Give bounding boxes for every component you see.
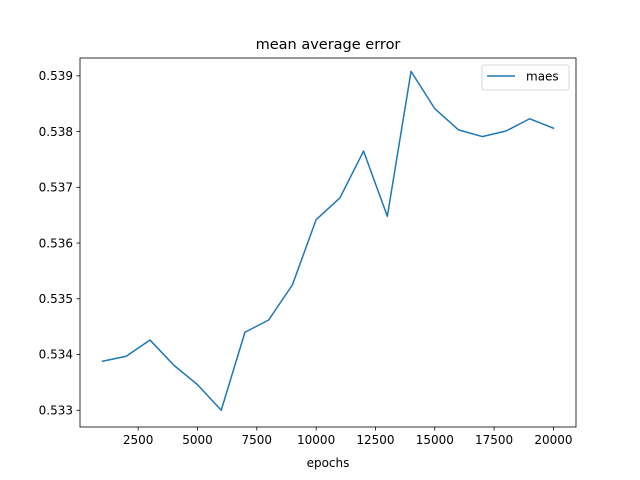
y-axis: 0.533 0.534 0.535 0.536 0.537 0.538 0.539 (39, 69, 80, 417)
x-tick-label: 7500 (242, 433, 273, 447)
legend: maes (481, 64, 570, 91)
x-tick-label: 20000 (534, 433, 572, 447)
axes (79, 57, 577, 428)
x-tick-label: 2500 (123, 433, 154, 447)
y-tick-label: 0.537 (39, 181, 73, 195)
series-line-maes (101, 70, 555, 412)
x-tick-label: 5000 (182, 433, 213, 447)
y-tick-label: 0.534 (39, 348, 73, 362)
y-tick-label: 0.533 (39, 403, 73, 417)
y-tick-label: 0.538 (39, 125, 73, 139)
y-tick-label: 0.539 (39, 69, 73, 83)
chart-title: mean average error (256, 37, 401, 53)
x-tick-label: 10000 (297, 433, 335, 447)
legend-label-maes: maes (526, 70, 559, 84)
axes-frame (79, 57, 577, 428)
x-axis: 2500 5000 7500 10000 12500 15000 17500 20000 (123, 427, 573, 447)
x-axis-label: epochs (307, 456, 350, 470)
y-tick-label: 0.535 (39, 292, 73, 306)
y-tick-label: 0.536 (39, 236, 73, 250)
legend-box (481, 64, 570, 91)
x-tick-label: 17500 (475, 433, 513, 447)
x-tick-label: 12500 (356, 433, 394, 447)
x-tick-label: 15000 (416, 433, 454, 447)
plot-area (80, 58, 576, 427)
series-layer (101, 70, 555, 412)
plot-background (80, 58, 576, 427)
